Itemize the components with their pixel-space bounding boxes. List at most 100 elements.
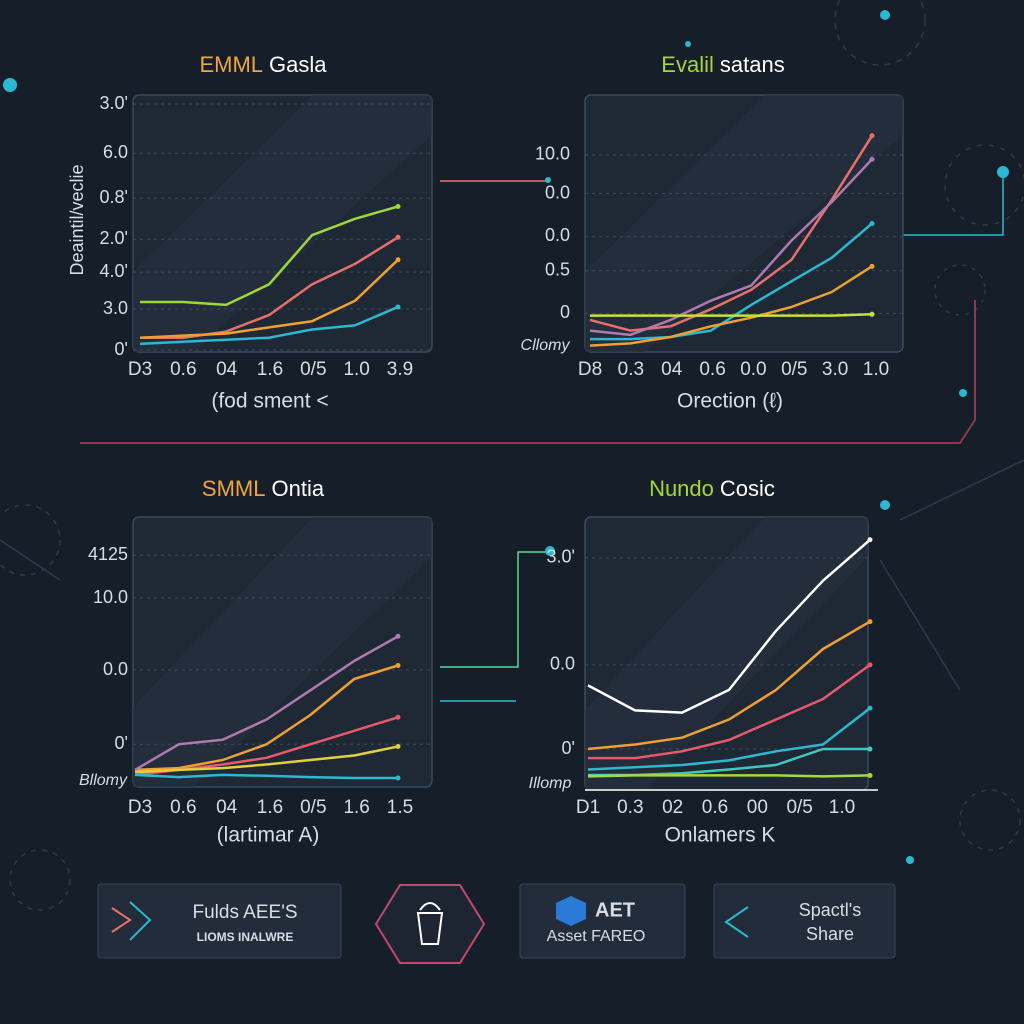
end-point bbox=[869, 221, 875, 226]
series-line bbox=[134, 635, 399, 771]
end-point bbox=[395, 744, 401, 749]
x-tick-label: D8 bbox=[578, 359, 602, 380]
button[interactable]: AET Asset FAREO bbox=[519, 883, 686, 959]
title-rest: Ontia bbox=[271, 476, 324, 501]
chart: Evalil satans 10.0 0.0 0.0 0.5 0 D8 0.3 04 0.6 0.0 0… bbox=[521, 52, 904, 413]
x-axis-label: (lartimar A) bbox=[217, 824, 320, 847]
chart-title: EMML Gasla bbox=[199, 52, 327, 77]
end-point bbox=[869, 156, 875, 162]
end-point bbox=[395, 663, 401, 668]
end-point bbox=[395, 257, 401, 263]
button[interactable]: Spactl's Share bbox=[713, 883, 896, 959]
y-tick-label: 0' bbox=[115, 733, 128, 753]
button-bar: Fulds AEE'S LIOMS INALWRE AET Asset FARE… bbox=[97, 883, 896, 964]
end-point bbox=[395, 633, 401, 639]
end-point bbox=[867, 746, 873, 752]
x-tick-label: 0.6 bbox=[170, 359, 196, 380]
y-tick-label: 0' bbox=[115, 339, 128, 359]
x-tick-label: 1.0 bbox=[829, 797, 855, 818]
series-line bbox=[589, 158, 873, 337]
x-tick-label: 0.3 bbox=[617, 797, 643, 818]
x-axis-label: Orection (ℓ) bbox=[677, 390, 783, 413]
x-tick-label: 1.5 bbox=[387, 797, 413, 818]
panel-shade bbox=[133, 517, 432, 787]
end-point bbox=[867, 705, 873, 711]
x-tick-label: 00 bbox=[747, 797, 768, 818]
x-tick-label: 0/5 bbox=[300, 797, 326, 818]
y-tick-label: 6.0 bbox=[103, 142, 128, 162]
title-highlight: Nundo bbox=[649, 476, 714, 501]
end-point bbox=[869, 311, 875, 317]
x-tick-label: 04 bbox=[216, 797, 238, 818]
chart: SMML Ontia 4125 10.0 0.0 0' D3 0.6 04 1.6 0/5 1.6 1.… bbox=[79, 476, 433, 847]
y-tick-label: 0' bbox=[562, 738, 575, 758]
series-line bbox=[134, 745, 399, 774]
y-tick-label: 4125 bbox=[88, 544, 128, 564]
title-highlight: EMML bbox=[199, 52, 263, 77]
chart-title: Nundo Cosic bbox=[649, 476, 775, 501]
x-tick-label: 04 bbox=[216, 359, 238, 380]
x-axis-label: Onlamers K bbox=[665, 824, 776, 847]
title-highlight: SMML bbox=[202, 476, 266, 501]
y-tick-label: 0.0 bbox=[545, 225, 570, 245]
y-tick-label: 0.0 bbox=[550, 654, 575, 674]
x-tick-label: 0.6 bbox=[170, 797, 196, 818]
end-point bbox=[395, 714, 401, 720]
x-tick-label: 1.6 bbox=[343, 797, 369, 818]
panel-shade bbox=[585, 517, 868, 790]
button-sublabel: Share bbox=[806, 924, 854, 944]
y-tick-label: 0.8' bbox=[100, 187, 128, 207]
button-label: Spactl's bbox=[799, 900, 861, 920]
series-line bbox=[134, 773, 398, 780]
button-sublabel: Asset FAREO bbox=[547, 928, 646, 945]
x-tick-label: 0.3 bbox=[618, 359, 644, 380]
series-line bbox=[140, 205, 399, 307]
series-line bbox=[139, 258, 399, 339]
series-line bbox=[587, 538, 871, 714]
end-point bbox=[867, 619, 873, 625]
end-point bbox=[395, 304, 401, 310]
chart: Nundo Cosic 3.0' 0.0 0' D1 0.3 02 0.6 00 0/5 1.0 Onl… bbox=[529, 476, 878, 847]
series-line bbox=[134, 664, 399, 772]
x-tick-label: 1.0 bbox=[863, 359, 889, 380]
panel-shade bbox=[133, 95, 432, 352]
series-line bbox=[590, 313, 873, 317]
x-tick-label: 0.6 bbox=[699, 359, 725, 380]
button-label: AET bbox=[595, 899, 635, 921]
button-sublabel: LIOMS INALWRE bbox=[197, 930, 294, 944]
title-rest: Cosic bbox=[720, 476, 775, 501]
y-axis-label: Bllomy bbox=[79, 772, 128, 789]
y-tick-label: 3.0' bbox=[100, 93, 128, 113]
x-tick-label: 1.6 bbox=[257, 797, 283, 818]
x-tick-label: 3.0 bbox=[822, 359, 848, 380]
y-axis-label: Cllomy bbox=[521, 337, 571, 354]
x-tick-label: 02 bbox=[662, 797, 683, 818]
y-tick-label: 10.0 bbox=[535, 144, 570, 164]
icon-button[interactable] bbox=[374, 884, 486, 964]
button[interactable]: Fulds AEE'S LIOMS INALWRE bbox=[97, 883, 342, 959]
y-tick-label: 4.0' bbox=[100, 261, 128, 281]
x-tick-label: 0/5 bbox=[786, 797, 812, 818]
end-point bbox=[395, 775, 401, 781]
series-line bbox=[587, 620, 871, 751]
series-line bbox=[587, 774, 871, 778]
y-tick-label: 10.0 bbox=[93, 587, 128, 607]
series-line bbox=[140, 236, 399, 339]
x-tick-label: D3 bbox=[128, 359, 152, 380]
y-tick-label: 0 bbox=[560, 302, 570, 322]
title-rest: satans bbox=[720, 52, 785, 77]
x-tick-label: 0.6 bbox=[702, 797, 728, 818]
panel-shade bbox=[585, 95, 903, 352]
end-point bbox=[867, 537, 873, 543]
y-tick-label: 2.0' bbox=[100, 228, 128, 248]
series-line bbox=[139, 305, 399, 346]
end-point bbox=[869, 133, 875, 139]
x-tick-label: D1 bbox=[576, 797, 600, 818]
series-line bbox=[587, 707, 871, 771]
end-point bbox=[867, 772, 873, 778]
chart-title: SMML Ontia bbox=[202, 476, 325, 501]
x-axis-label: (fod sment < bbox=[211, 390, 328, 413]
x-tick-label: 0.0 bbox=[740, 359, 766, 380]
y-tick-label: 0.0 bbox=[545, 182, 570, 202]
